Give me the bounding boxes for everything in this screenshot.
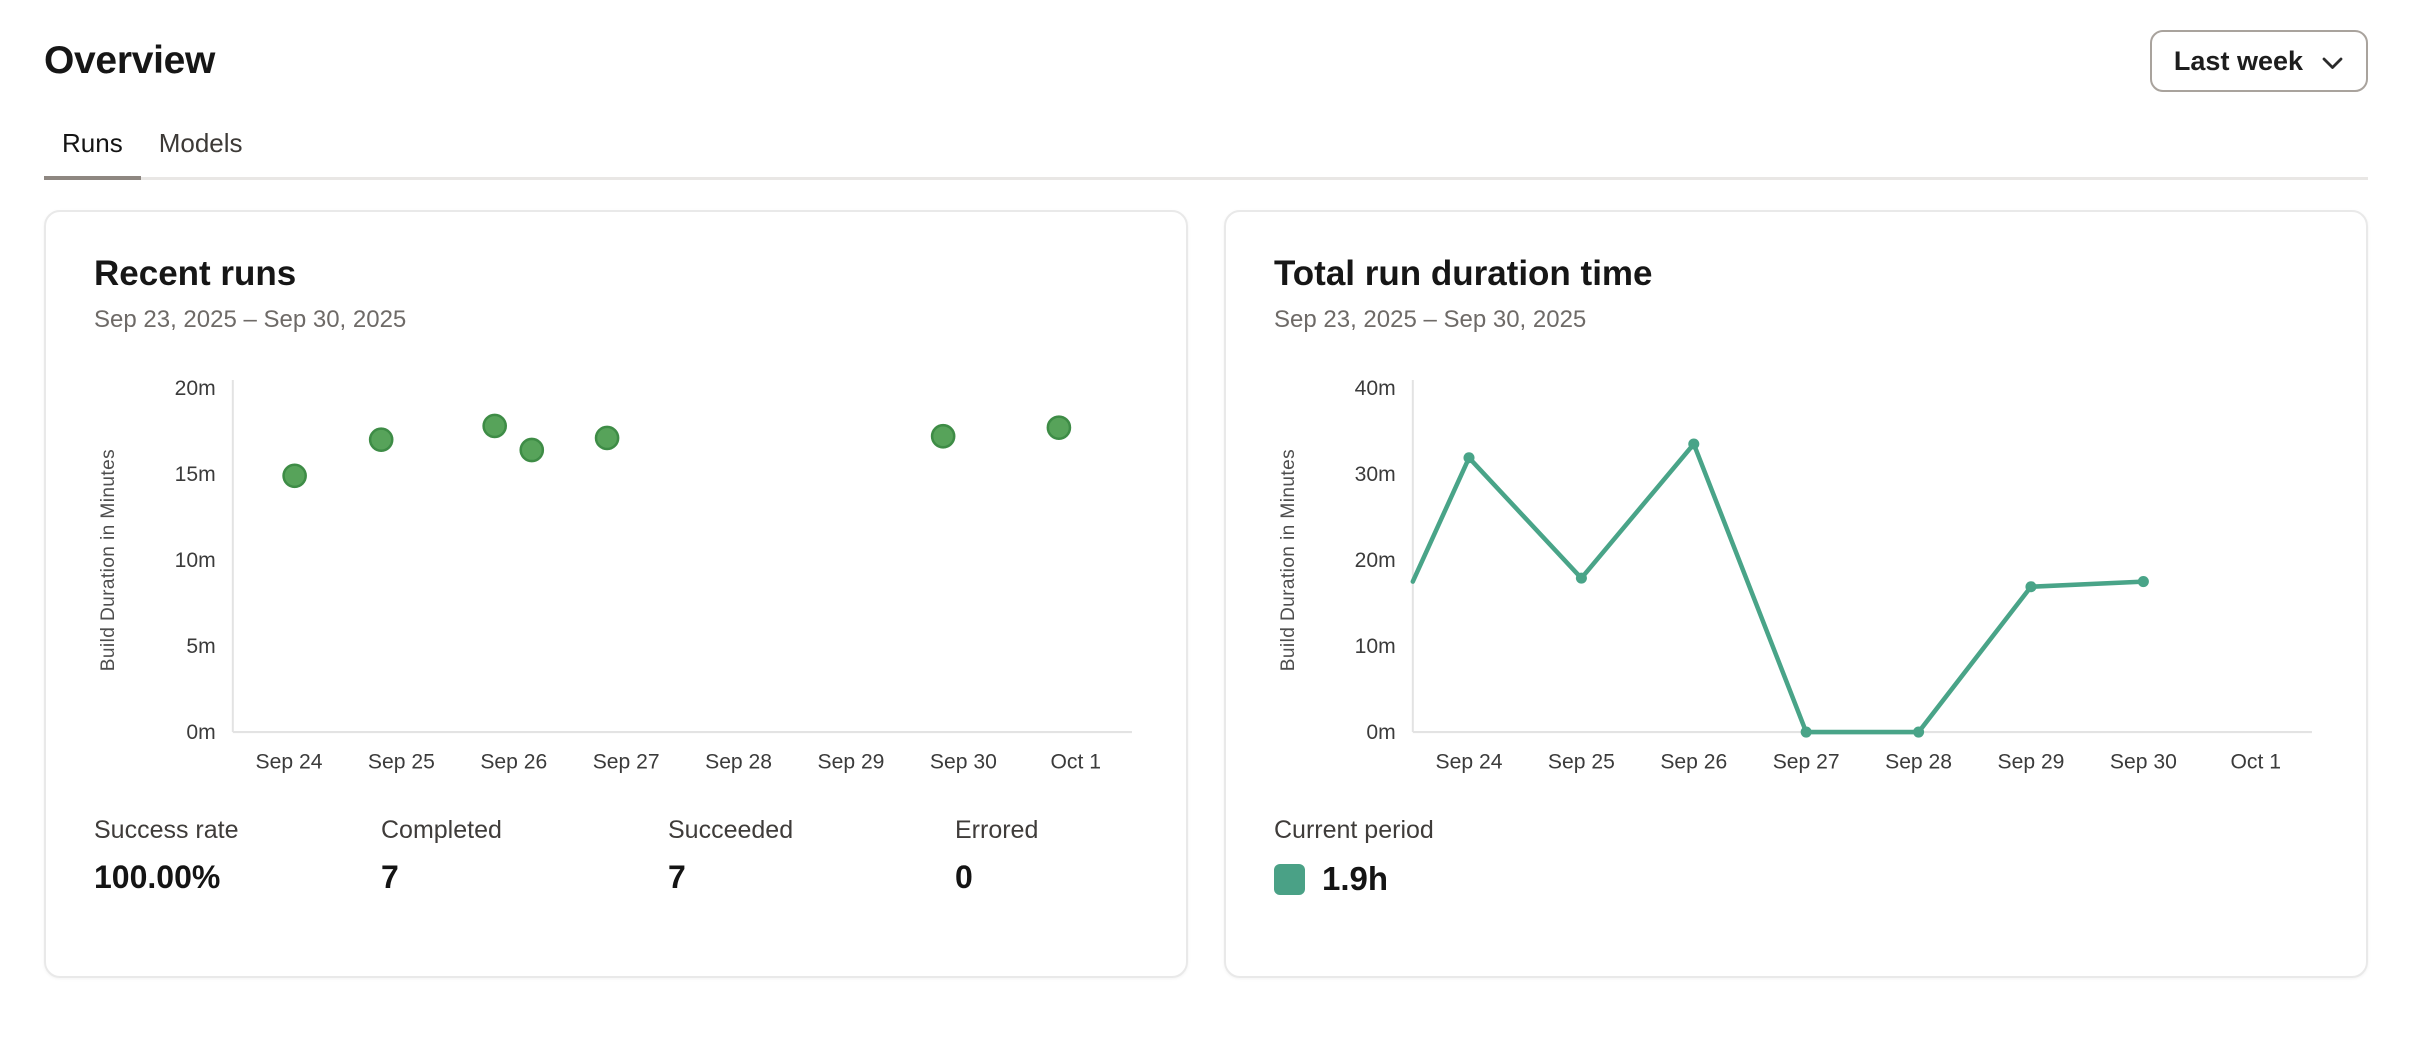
svg-text:Sep 25: Sep 25	[1548, 750, 1615, 773]
stat-value: 0	[955, 859, 973, 896]
svg-text:Oct 1: Oct 1	[1051, 750, 1101, 773]
svg-text:Sep 28: Sep 28	[705, 750, 772, 773]
svg-text:Build Duration in Minutes: Build Duration in Minutes	[98, 449, 119, 671]
tab-bar: Runs Models	[44, 116, 2368, 180]
tab-runs[interactable]: Runs	[44, 116, 141, 180]
svg-text:15m: 15m	[175, 463, 216, 486]
tab-models[interactable]: Models	[158, 128, 243, 158]
svg-text:Sep 26: Sep 26	[480, 750, 547, 773]
legend-value: 1.9h	[1322, 860, 1389, 898]
svg-text:10m: 10m	[175, 549, 216, 572]
svg-text:20m: 20m	[1355, 549, 1396, 572]
svg-text:Build Duration in Minutes: Build Duration in Minutes	[1278, 449, 1299, 671]
svg-text:Sep 27: Sep 27	[1773, 750, 1840, 773]
svg-text:5m: 5m	[186, 635, 215, 658]
svg-text:10m: 10m	[1355, 635, 1396, 658]
svg-text:0m: 0m	[186, 721, 215, 744]
overview-page: Overview Last week Runs Models Recent ru…	[44, 0, 2368, 978]
chart-legend: Current period 1.9h	[1274, 816, 2318, 898]
svg-text:20m: 20m	[175, 377, 216, 400]
svg-text:Sep 25: Sep 25	[368, 750, 435, 773]
run-stats-row: Success rate 100.00% Completed 7 Succeed…	[94, 816, 1138, 896]
total-run-duration-chart: 0m 10m 20m 30m 40m Sep 24 Sep 25 Sep 26 Sep 27 Se…	[1274, 372, 2318, 776]
svg-text:30m: 30m	[1355, 463, 1396, 486]
svg-text:Sep 28: Sep 28	[1885, 750, 1952, 773]
stat-value: 100.00%	[94, 859, 221, 896]
chevron-down-icon	[2321, 47, 2344, 78]
legend-row: 1.9h	[1274, 860, 2318, 898]
recent-runs-chart: 0m 5m 10m 15m 20m Sep 24 Sep 25 Sep 26 Sep 27 Sep…	[94, 372, 1138, 776]
svg-text:Sep 30: Sep 30	[2110, 750, 2177, 773]
scatter-plot: 0m 5m 10m 15m 20m Sep 24 Sep 25 Sep 26 Sep 27 Sep…	[98, 377, 1132, 773]
date-range: Sep 23, 2025 – Sep 30, 2025	[1274, 306, 1587, 333]
stat-label: Completed	[381, 816, 502, 845]
stat-value: 7	[381, 859, 399, 896]
cards-row: Recent runs Sep 23, 2025 – Sep 30, 2025 …	[44, 210, 2368, 978]
legend-label: Current period	[1274, 816, 1434, 845]
svg-text:40m: 40m	[1355, 377, 1396, 400]
svg-text:Sep 29: Sep 29	[818, 750, 885, 773]
stat-label: Succeeded	[668, 816, 794, 845]
page-header: Overview Last week	[44, 0, 2368, 92]
stat-label: Success rate	[94, 816, 239, 845]
total-run-duration-card: Total run duration time Sep 23, 2025 – S…	[1224, 210, 2368, 978]
svg-text:Sep 26: Sep 26	[1660, 750, 1727, 773]
svg-text:Sep 30: Sep 30	[930, 750, 997, 773]
svg-text:Sep 29: Sep 29	[1998, 750, 2065, 773]
time-range-dropdown[interactable]: Last week	[2149, 30, 2368, 92]
svg-text:Sep 24: Sep 24	[1436, 750, 1503, 773]
time-range-value: Last week	[2173, 45, 2303, 76]
card-title: Total run duration time	[1274, 254, 1653, 293]
svg-text:0m: 0m	[1366, 721, 1395, 744]
stat-success-rate: Success rate 100.00%	[94, 816, 381, 896]
stat-label: Errored	[955, 816, 1039, 845]
svg-text:Sep 24: Sep 24	[256, 750, 323, 773]
svg-text:Oct 1: Oct 1	[2231, 750, 2281, 773]
date-range: Sep 23, 2025 – Sep 30, 2025	[94, 306, 407, 333]
stat-succeeded: Succeeded 7	[668, 816, 955, 896]
stat-errored: Errored 0	[955, 816, 1138, 896]
stat-value: 7	[668, 859, 686, 896]
svg-text:Sep 27: Sep 27	[593, 750, 660, 773]
card-title: Recent runs	[94, 254, 297, 293]
page-title: Overview	[44, 39, 216, 82]
legend-swatch	[1274, 863, 1305, 895]
stat-completed: Completed 7	[381, 816, 668, 896]
recent-runs-card: Recent runs Sep 23, 2025 – Sep 30, 2025 …	[44, 210, 1188, 978]
line-plot: 0m 10m 20m 30m 40m Sep 24 Sep 25 Sep 26 Sep 27 Se…	[1278, 377, 2312, 773]
